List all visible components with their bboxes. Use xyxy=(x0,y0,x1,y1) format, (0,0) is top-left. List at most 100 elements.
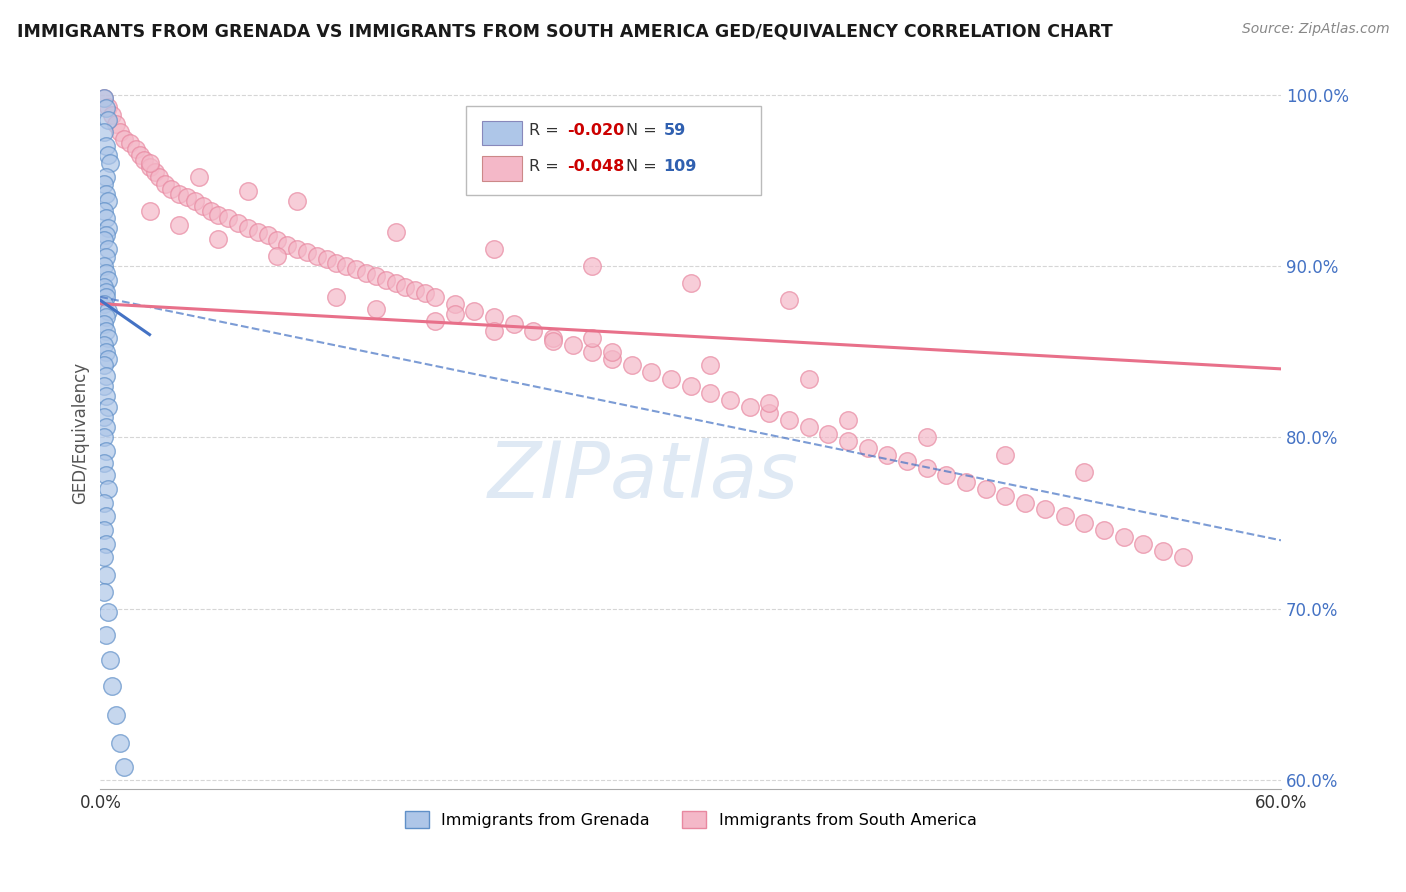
Point xyxy=(96,627,118,641)
Point xyxy=(325,290,347,304)
Point xyxy=(1073,516,1095,530)
Point xyxy=(876,448,898,462)
Text: 59: 59 xyxy=(664,123,686,138)
Point xyxy=(93,91,115,105)
Point xyxy=(96,266,118,280)
Point xyxy=(443,307,465,321)
Point xyxy=(463,303,485,318)
Point xyxy=(93,233,115,247)
Point xyxy=(97,113,120,128)
Point xyxy=(1112,530,1135,544)
Text: ZIPatlas: ZIPatlas xyxy=(488,438,799,514)
Point xyxy=(856,441,879,455)
Point xyxy=(335,259,357,273)
Point xyxy=(699,359,721,373)
Text: -0.020: -0.020 xyxy=(567,123,624,138)
Point xyxy=(778,413,800,427)
Point xyxy=(96,468,118,483)
Point xyxy=(145,165,167,179)
Point xyxy=(837,413,859,427)
Point xyxy=(217,211,239,225)
Point xyxy=(423,290,446,304)
Point xyxy=(640,365,662,379)
Point xyxy=(561,338,583,352)
Point xyxy=(285,194,308,208)
Point xyxy=(96,420,118,434)
Point xyxy=(699,385,721,400)
Point xyxy=(226,216,249,230)
Point xyxy=(354,266,377,280)
FancyBboxPatch shape xyxy=(482,120,522,145)
Point xyxy=(118,136,141,150)
Point xyxy=(581,259,603,273)
Point xyxy=(167,187,190,202)
Text: 109: 109 xyxy=(664,159,697,174)
Point xyxy=(128,147,150,161)
Point xyxy=(101,108,124,122)
Point xyxy=(97,99,120,113)
Text: IMMIGRANTS FROM GRENADA VS IMMIGRANTS FROM SOUTH AMERICA GED/EQUIVALENCY CORRELA: IMMIGRANTS FROM GRENADA VS IMMIGRANTS FR… xyxy=(17,22,1112,40)
Point xyxy=(108,735,131,749)
Point xyxy=(105,708,128,723)
Point xyxy=(96,169,118,184)
Point xyxy=(97,303,120,318)
Point xyxy=(96,567,118,582)
Point xyxy=(285,242,308,256)
Point xyxy=(758,407,780,421)
Point xyxy=(96,101,118,115)
Point xyxy=(955,475,977,489)
Point xyxy=(96,310,118,325)
Point xyxy=(101,679,124,693)
Point xyxy=(167,218,190,232)
FancyBboxPatch shape xyxy=(482,156,522,180)
Point xyxy=(600,351,623,366)
Point xyxy=(236,184,259,198)
Point xyxy=(443,297,465,311)
Point xyxy=(97,331,120,345)
Point xyxy=(96,368,118,383)
Point xyxy=(384,225,406,239)
Point xyxy=(423,314,446,328)
Point xyxy=(93,177,115,191)
Point xyxy=(581,344,603,359)
Point xyxy=(96,444,118,458)
Point xyxy=(96,285,118,299)
Point xyxy=(994,448,1017,462)
Y-axis label: GED/Equivalency: GED/Equivalency xyxy=(72,362,89,504)
Text: R =: R = xyxy=(529,123,558,138)
Point xyxy=(394,279,416,293)
Point xyxy=(935,468,957,483)
Point xyxy=(112,132,135,146)
Point xyxy=(325,255,347,269)
Point xyxy=(266,249,288,263)
Point xyxy=(364,301,387,316)
Point xyxy=(93,259,115,273)
Point xyxy=(738,400,761,414)
Point xyxy=(184,194,207,208)
Point xyxy=(93,550,115,565)
Point xyxy=(1171,550,1194,565)
Point xyxy=(96,537,118,551)
Point xyxy=(837,434,859,448)
Point xyxy=(138,204,160,219)
Point xyxy=(413,286,436,301)
Point xyxy=(93,495,115,509)
Point xyxy=(93,584,115,599)
Point xyxy=(994,489,1017,503)
Point xyxy=(581,331,603,345)
Point xyxy=(915,461,938,475)
Point xyxy=(187,169,209,184)
Point xyxy=(93,409,115,424)
Point xyxy=(1014,495,1036,509)
FancyBboxPatch shape xyxy=(467,106,762,194)
Point xyxy=(98,653,121,667)
Point xyxy=(96,187,118,202)
Point xyxy=(96,228,118,243)
Point xyxy=(1152,543,1174,558)
Point xyxy=(96,251,118,265)
Point xyxy=(374,273,396,287)
Point xyxy=(96,324,118,338)
Point xyxy=(600,344,623,359)
Point xyxy=(93,204,115,219)
Point xyxy=(295,245,318,260)
